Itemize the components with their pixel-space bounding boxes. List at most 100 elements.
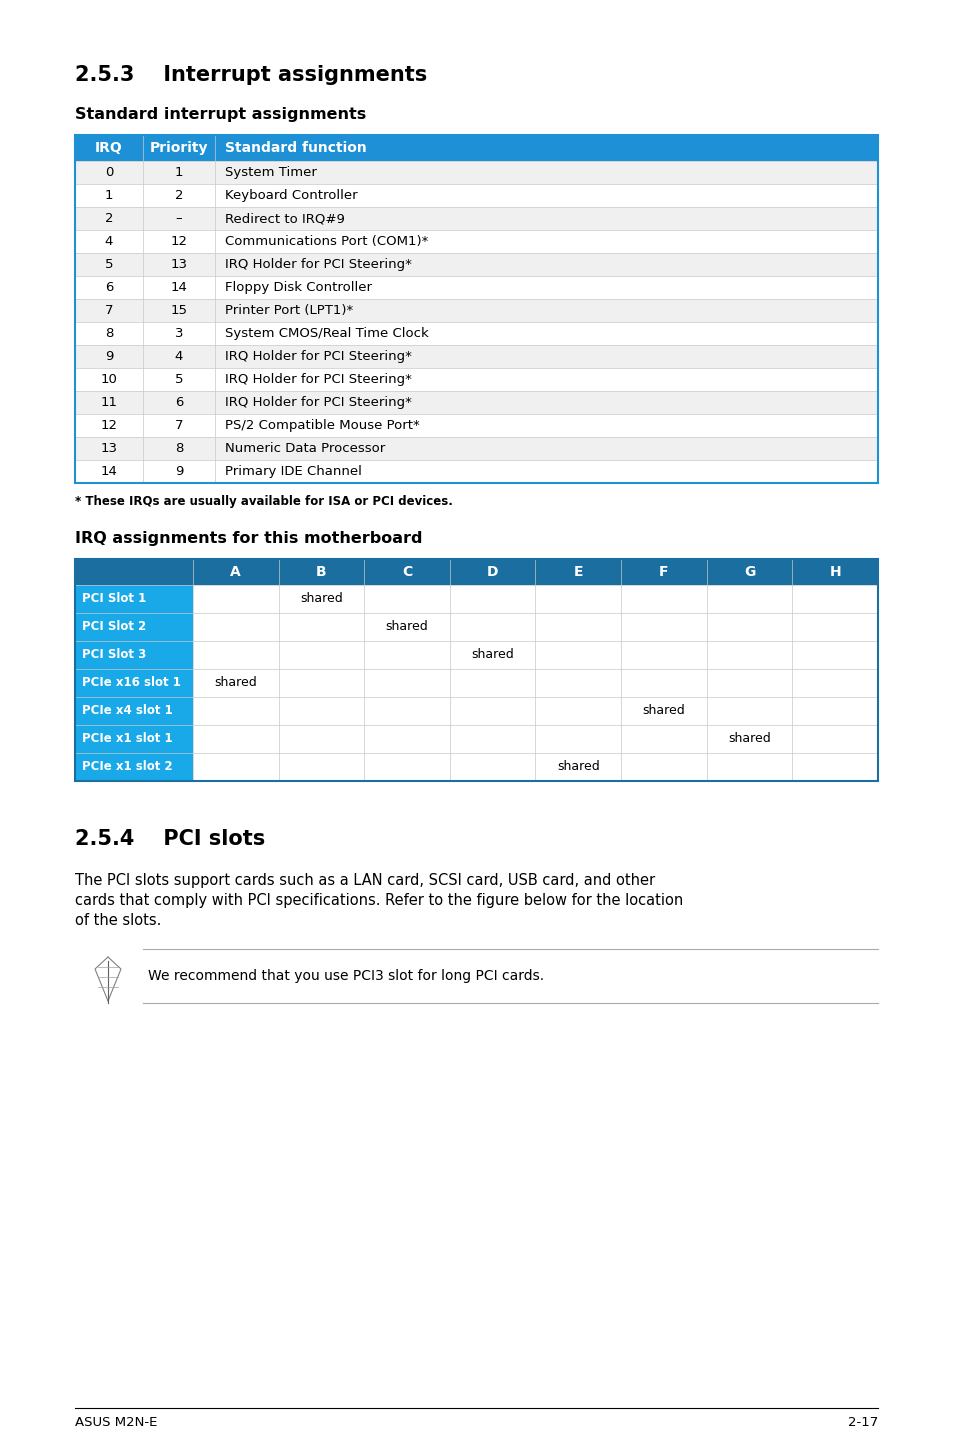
Text: PCI Slot 2: PCI Slot 2 bbox=[82, 621, 146, 634]
Text: H: H bbox=[828, 565, 841, 580]
Text: 4: 4 bbox=[105, 234, 113, 247]
Bar bbox=[193, 697, 877, 725]
Text: IRQ Holder for PCI Steering*: IRQ Holder for PCI Steering* bbox=[225, 395, 412, 408]
Text: PS/2 Compatible Mouse Port*: PS/2 Compatible Mouse Port* bbox=[225, 418, 419, 431]
Text: 2.5.3    Interrupt assignments: 2.5.3 Interrupt assignments bbox=[75, 65, 427, 85]
Bar bbox=[75, 368, 877, 391]
Text: * These IRQs are usually available for ISA or PCI devices.: * These IRQs are usually available for I… bbox=[75, 495, 453, 508]
Text: B: B bbox=[315, 565, 327, 580]
Bar bbox=[75, 559, 877, 781]
Text: D: D bbox=[486, 565, 497, 580]
Bar bbox=[75, 161, 877, 184]
Text: 6: 6 bbox=[105, 280, 113, 293]
Text: 8: 8 bbox=[174, 441, 183, 454]
Text: shared: shared bbox=[300, 592, 342, 605]
Text: The PCI slots support cards such as a LAN card, SCSI card, USB card, and other: The PCI slots support cards such as a LA… bbox=[75, 873, 655, 889]
Text: 13: 13 bbox=[171, 257, 188, 270]
Text: 9: 9 bbox=[174, 464, 183, 477]
Bar bbox=[75, 697, 193, 725]
Text: PCIe x1 slot 1: PCIe x1 slot 1 bbox=[82, 732, 172, 745]
Bar bbox=[193, 585, 877, 613]
Bar bbox=[193, 725, 877, 754]
Text: PCIe x16 slot 1: PCIe x16 slot 1 bbox=[82, 676, 181, 689]
Text: IRQ Holder for PCI Steering*: IRQ Holder for PCI Steering* bbox=[225, 257, 412, 270]
Text: A: A bbox=[231, 565, 241, 580]
Bar bbox=[193, 641, 877, 669]
Bar bbox=[75, 613, 193, 641]
Text: System Timer: System Timer bbox=[225, 165, 316, 178]
Text: 7: 7 bbox=[174, 418, 183, 431]
Text: Redirect to IRQ#9: Redirect to IRQ#9 bbox=[225, 211, 345, 224]
Bar bbox=[75, 641, 193, 669]
Text: 7: 7 bbox=[105, 303, 113, 316]
Bar bbox=[193, 669, 877, 697]
Text: cards that comply with PCI specifications. Refer to the figure below for the loc: cards that comply with PCI specification… bbox=[75, 893, 682, 907]
Text: System CMOS/Real Time Clock: System CMOS/Real Time Clock bbox=[225, 326, 428, 339]
Text: Standard interrupt assignments: Standard interrupt assignments bbox=[75, 106, 366, 122]
Text: Numeric Data Processor: Numeric Data Processor bbox=[225, 441, 385, 454]
Text: 1: 1 bbox=[105, 188, 113, 201]
Text: PCI Slot 1: PCI Slot 1 bbox=[82, 592, 146, 605]
Text: C: C bbox=[401, 565, 412, 580]
Text: ASUS M2N-E: ASUS M2N-E bbox=[75, 1416, 157, 1429]
Text: Communications Port (COM1)*: Communications Port (COM1)* bbox=[225, 234, 428, 247]
Bar bbox=[75, 299, 877, 322]
Bar bbox=[193, 613, 877, 641]
Text: PCIe x4 slot 1: PCIe x4 slot 1 bbox=[82, 705, 172, 718]
Bar bbox=[75, 230, 877, 253]
Text: 6: 6 bbox=[174, 395, 183, 408]
Text: Floppy Disk Controller: Floppy Disk Controller bbox=[225, 280, 372, 293]
Bar bbox=[75, 135, 877, 483]
Bar bbox=[75, 437, 877, 460]
Text: E: E bbox=[573, 565, 582, 580]
Bar bbox=[193, 754, 877, 781]
Text: 2.5.4    PCI slots: 2.5.4 PCI slots bbox=[75, 828, 265, 848]
Text: 11: 11 bbox=[100, 395, 117, 408]
Bar bbox=[75, 669, 193, 697]
Text: 14: 14 bbox=[100, 464, 117, 477]
Text: 14: 14 bbox=[171, 280, 187, 293]
Bar bbox=[75, 345, 877, 368]
Text: 1: 1 bbox=[174, 165, 183, 178]
Text: of the slots.: of the slots. bbox=[75, 913, 161, 928]
Bar bbox=[75, 207, 877, 230]
Text: –: – bbox=[175, 211, 182, 224]
Text: 5: 5 bbox=[105, 257, 113, 270]
Text: Keyboard Controller: Keyboard Controller bbox=[225, 188, 357, 201]
Text: shared: shared bbox=[385, 621, 428, 634]
Text: IRQ assignments for this motherboard: IRQ assignments for this motherboard bbox=[75, 531, 422, 546]
Text: 2-17: 2-17 bbox=[847, 1416, 877, 1429]
Text: 15: 15 bbox=[171, 303, 188, 316]
Text: 5: 5 bbox=[174, 372, 183, 385]
Bar bbox=[75, 253, 877, 276]
Text: shared: shared bbox=[214, 676, 257, 689]
Bar bbox=[75, 322, 877, 345]
Text: 13: 13 bbox=[100, 441, 117, 454]
Bar bbox=[75, 414, 877, 437]
Bar bbox=[75, 585, 193, 613]
Bar bbox=[75, 391, 877, 414]
Text: 9: 9 bbox=[105, 349, 113, 362]
Text: Printer Port (LPT1)*: Printer Port (LPT1)* bbox=[225, 303, 353, 316]
Text: G: G bbox=[743, 565, 755, 580]
Text: 12: 12 bbox=[171, 234, 188, 247]
Bar bbox=[75, 135, 877, 161]
Text: IRQ Holder for PCI Steering*: IRQ Holder for PCI Steering* bbox=[225, 372, 412, 385]
Text: 0: 0 bbox=[105, 165, 113, 178]
Text: shared: shared bbox=[727, 732, 770, 745]
Bar bbox=[75, 725, 193, 754]
Bar bbox=[75, 754, 193, 781]
Text: 2: 2 bbox=[174, 188, 183, 201]
Text: PCIe x1 slot 2: PCIe x1 slot 2 bbox=[82, 761, 172, 774]
Text: 2: 2 bbox=[105, 211, 113, 224]
Text: IRQ Holder for PCI Steering*: IRQ Holder for PCI Steering* bbox=[225, 349, 412, 362]
Text: shared: shared bbox=[471, 649, 514, 661]
Text: We recommend that you use PCI3 slot for long PCI cards.: We recommend that you use PCI3 slot for … bbox=[148, 969, 543, 984]
Text: shared: shared bbox=[557, 761, 599, 774]
Text: Priority: Priority bbox=[150, 141, 208, 155]
Text: 3: 3 bbox=[174, 326, 183, 339]
Text: shared: shared bbox=[642, 705, 684, 718]
Bar bbox=[75, 184, 877, 207]
Text: 12: 12 bbox=[100, 418, 117, 431]
Text: Standard function: Standard function bbox=[225, 141, 366, 155]
